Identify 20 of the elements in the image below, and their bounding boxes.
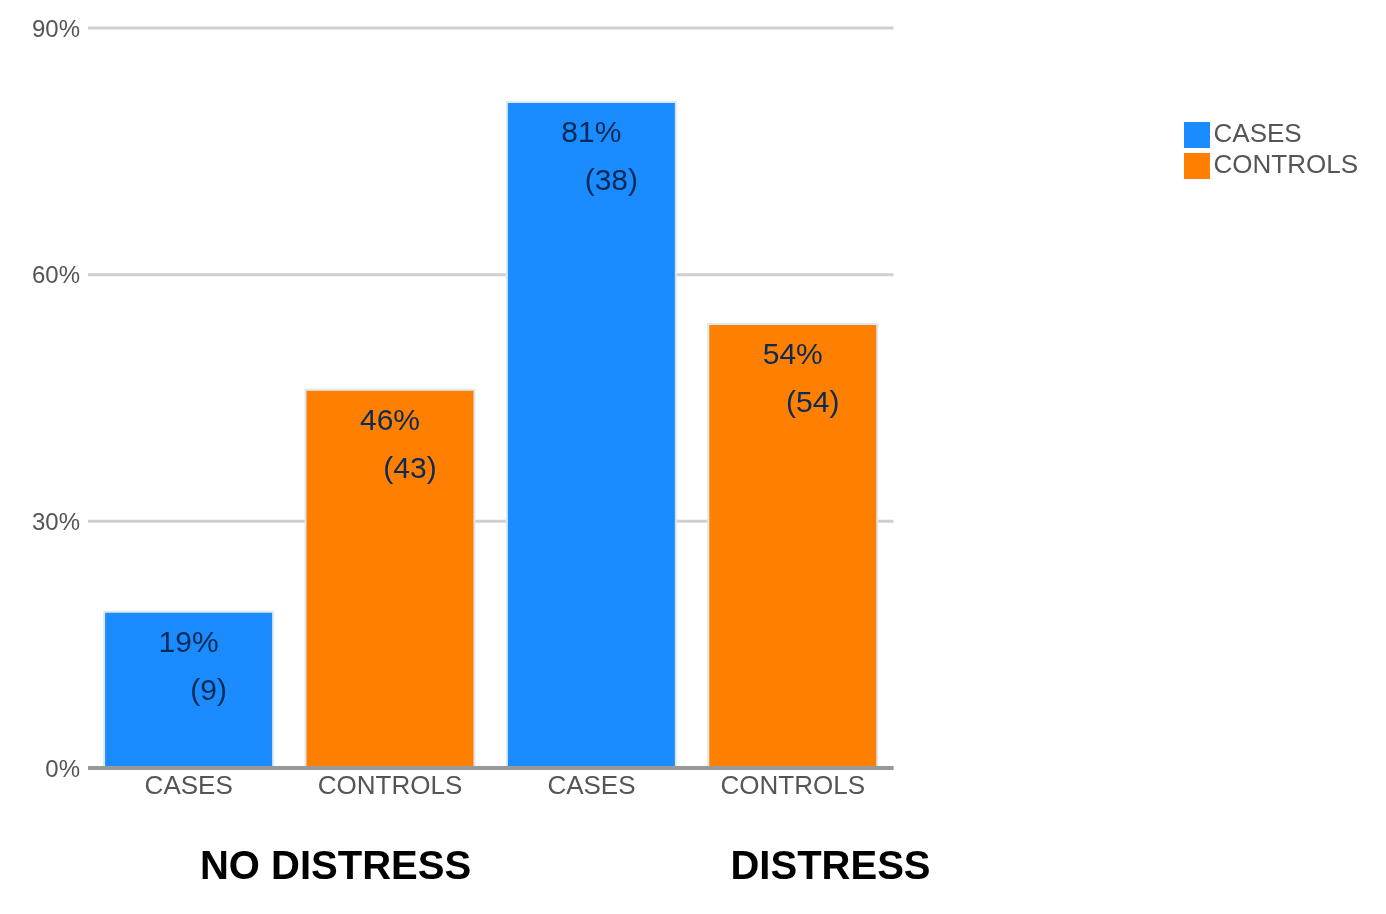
x-tick-label: CONTROLS xyxy=(317,770,463,801)
legend-label: CONTROLS xyxy=(1213,149,1358,179)
data-label: 54% (54) xyxy=(762,337,840,418)
data-label: 81% (38) xyxy=(561,115,639,196)
data-label: 19% (9) xyxy=(158,624,227,706)
text: NO DISTRESS xyxy=(198,843,473,888)
x-tick-label: CASES xyxy=(547,770,636,801)
data-label: 46% (43) xyxy=(359,402,437,484)
bar xyxy=(505,101,677,768)
y-tick-label: 60% xyxy=(31,261,80,289)
y-tick-label: 30% xyxy=(31,507,80,535)
y-tick-label: 90% xyxy=(31,14,80,42)
bar xyxy=(707,323,879,768)
x-tick-label: CASES xyxy=(144,770,233,801)
y-tick-label: 0% xyxy=(45,754,80,782)
x-tick-label: CONTROLS xyxy=(720,770,866,801)
text: DISTRESS xyxy=(729,843,932,888)
bar xyxy=(103,610,275,768)
legend-label: CASES xyxy=(1213,118,1302,148)
bar xyxy=(304,388,476,768)
